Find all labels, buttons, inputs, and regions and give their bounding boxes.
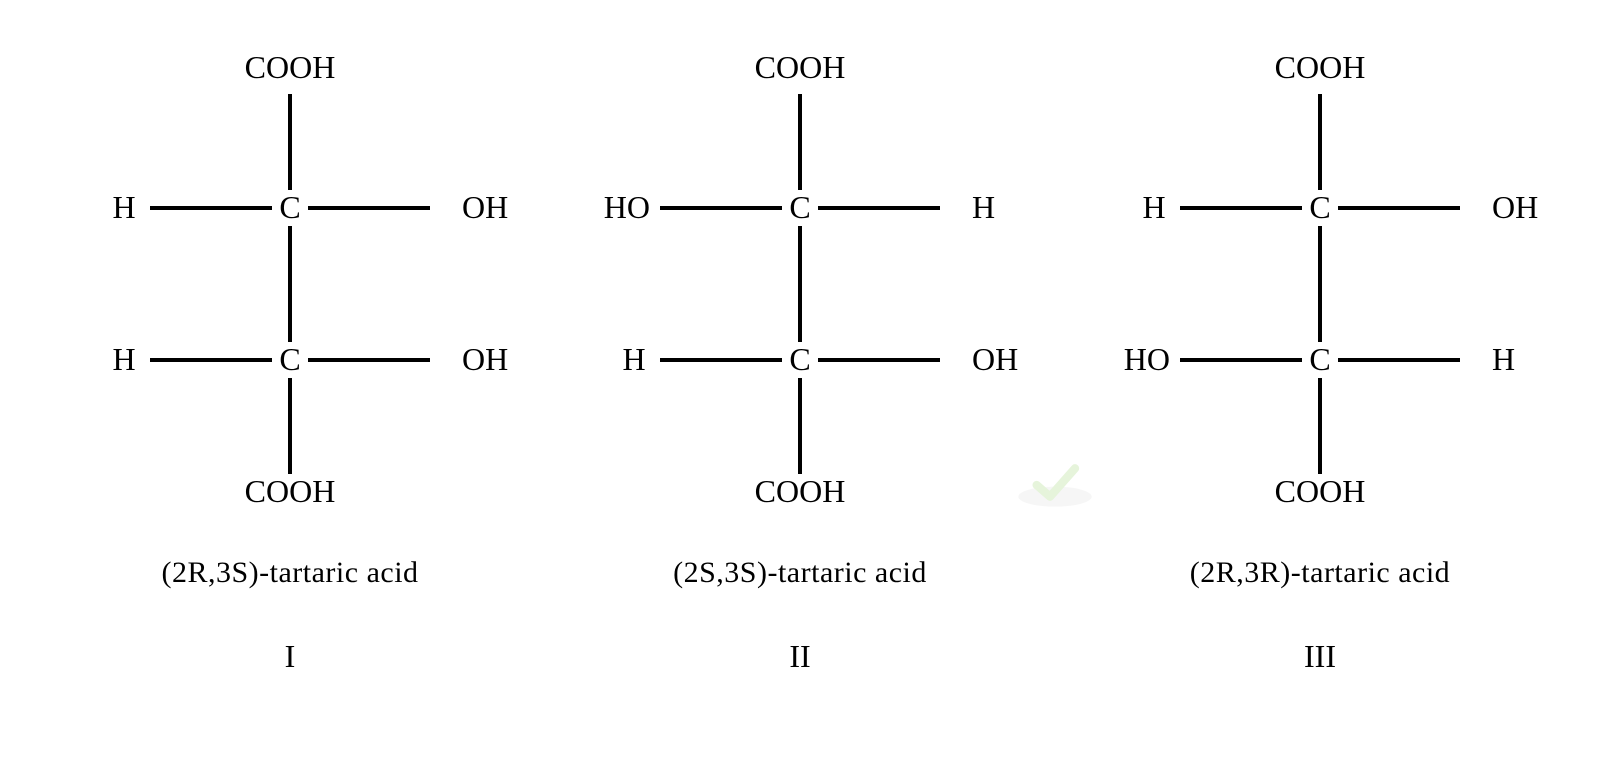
s2-numeral: II: [570, 638, 1030, 675]
s3-c2-left: HO: [1124, 341, 1170, 377]
s2-c1-left: HO: [604, 189, 650, 225]
s1-caption: (2R,3S)-tartaric acid: [60, 556, 520, 590]
watermark-checkmark-icon: [1010, 460, 1100, 510]
fischer-structure-3: COOH C C COOH H OH HO H (2R,3R)-tartaric…: [1090, 30, 1550, 675]
s2-bottom: COOH: [755, 473, 846, 509]
s1-c2-right: OH: [462, 341, 508, 377]
fischer-svg-2: COOH C C COOH HO H H OH: [570, 30, 1030, 510]
fischer-svg-1: COOH C C COOH H OH H OH: [60, 30, 520, 510]
s2-top: COOH: [755, 49, 846, 85]
s2-c2-left: H: [622, 341, 645, 377]
s3-c1-right: OH: [1492, 189, 1538, 225]
s3-caption: (2R,3R)-tartaric acid: [1090, 556, 1550, 590]
s3-c1: C: [1309, 189, 1330, 225]
s2-c1-right: H: [972, 189, 995, 225]
s1-bottom: COOH: [245, 473, 336, 509]
s2-c1: C: [789, 189, 810, 225]
fischer-structure-1: COOH C C COOH H OH H OH (2R,3S)-tartaric…: [60, 30, 520, 675]
s1-c2: C: [279, 341, 300, 377]
s2-caption: (2S,3S)-tartaric acid: [570, 556, 1030, 590]
s3-numeral: III: [1090, 638, 1550, 675]
s1-numeral: I: [60, 638, 520, 675]
s3-top: COOH: [1275, 49, 1366, 85]
s1-c1: C: [279, 189, 300, 225]
s3-c1-left: H: [1142, 189, 1165, 225]
s2-c2-right: OH: [972, 341, 1018, 377]
s1-c1-left: H: [112, 189, 135, 225]
s2-c2: C: [789, 341, 810, 377]
fischer-structure-2: COOH C C COOH HO H H OH (2S,3S)-tartaric…: [570, 30, 1030, 675]
s1-top: COOH: [245, 49, 336, 85]
s3-c2: C: [1309, 341, 1330, 377]
fischer-svg-3: COOH C C COOH H OH HO H: [1090, 30, 1550, 510]
s3-bottom: COOH: [1275, 473, 1366, 509]
diagram-canvas: COOH C C COOH H OH H OH (2R,3S)-tartaric…: [0, 0, 1600, 763]
s1-c1-right: OH: [462, 189, 508, 225]
s1-c2-left: H: [112, 341, 135, 377]
s3-c2-right: H: [1492, 341, 1515, 377]
